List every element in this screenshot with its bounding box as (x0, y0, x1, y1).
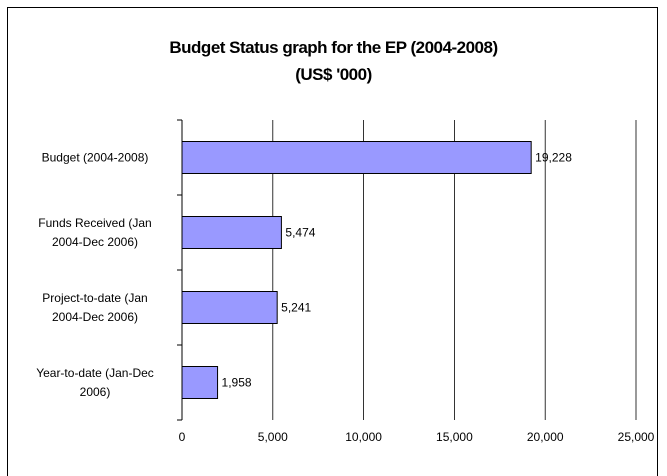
x-tick-label: 15,000 (436, 430, 473, 444)
x-tick-label: 20,000 (527, 430, 564, 444)
category-label: Funds Received (Jan (38, 216, 151, 230)
x-tick-label: 10,000 (345, 430, 382, 444)
category-label: Budget (2004-2008) (42, 151, 149, 165)
data-label: 5,241 (281, 301, 311, 315)
category-label: Project-to-date (Jan (42, 291, 147, 305)
category-label: 2004-Dec 2006) (52, 310, 138, 324)
data-label: 5,474 (285, 226, 315, 240)
x-tick-label: 0 (179, 430, 186, 444)
chart-frame (7, 7, 658, 476)
x-tick-label: 5,000 (258, 430, 288, 444)
bar (181, 216, 282, 249)
chart-subtitle: (US$ '000) (295, 65, 372, 84)
category-label: 2004-Dec 2006) (52, 235, 138, 249)
bar (181, 366, 219, 399)
x-tick-label: 25,000 (618, 430, 655, 444)
category-label: Year-to-date (Jan-Dec (36, 366, 154, 380)
bar (181, 141, 532, 174)
bar (181, 291, 278, 324)
chart-title: Budget Status graph for the EP (2004-200… (169, 38, 498, 57)
category-label: 2006) (80, 385, 111, 399)
data-label: 19,228 (535, 151, 572, 165)
data-label: 1,958 (222, 376, 252, 390)
